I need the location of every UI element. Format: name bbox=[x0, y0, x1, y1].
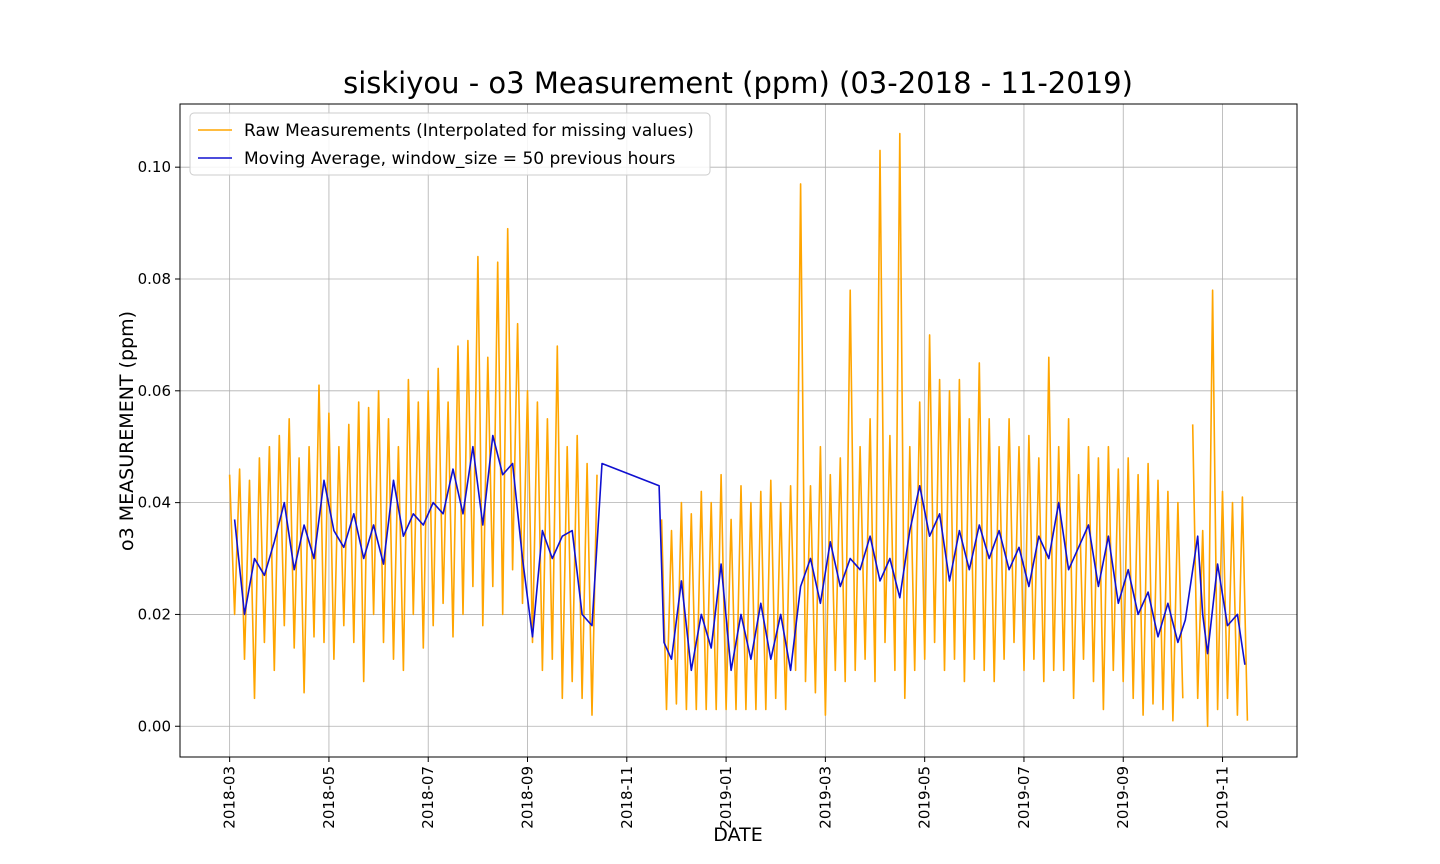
y-tick-label: 0.08 bbox=[138, 270, 171, 288]
x-tick-label: 2019-09 bbox=[1114, 766, 1132, 829]
legend-label: Moving Average, window_size = 50 previou… bbox=[244, 149, 676, 169]
x-tick-label: 2019-01 bbox=[717, 766, 735, 829]
x-tick-label: 2018-09 bbox=[519, 766, 537, 829]
legend: Raw Measurements (Interpolated for missi… bbox=[189, 112, 711, 176]
data-line bbox=[228, 132, 1249, 728]
y-tick-label: 0.10 bbox=[138, 158, 171, 176]
chart-title: siskiyou - o3 Measurement (ppm) (03-2018… bbox=[343, 66, 1133, 100]
x-tick-label: 2018-05 bbox=[320, 766, 338, 829]
y-tick-label: 0.02 bbox=[138, 605, 171, 623]
x-tick-label: 2018-03 bbox=[221, 766, 239, 829]
y-tick-label: 0.06 bbox=[138, 382, 171, 400]
x-tick-label: 2019-07 bbox=[1015, 766, 1033, 829]
legend-label: Raw Measurements (Interpolated for missi… bbox=[244, 121, 694, 141]
x-axis-label: DATE bbox=[713, 824, 762, 846]
y-axis-label: o3 MEASUREMENT (ppm) bbox=[116, 311, 138, 551]
legend-box bbox=[189, 112, 711, 176]
x-tick-label: 2019-05 bbox=[916, 766, 934, 829]
x-tick-label: 2018-07 bbox=[419, 766, 437, 829]
data-line bbox=[233, 434, 1246, 672]
plot-frame bbox=[179, 103, 1298, 758]
y-tick-label: 0.00 bbox=[138, 717, 171, 735]
x-tick-label: 2019-03 bbox=[816, 766, 834, 829]
y-tick-label: 0.04 bbox=[138, 494, 171, 512]
x-tick-label: 2018-11 bbox=[618, 766, 636, 829]
x-tick-label: 2019-11 bbox=[1214, 766, 1232, 829]
